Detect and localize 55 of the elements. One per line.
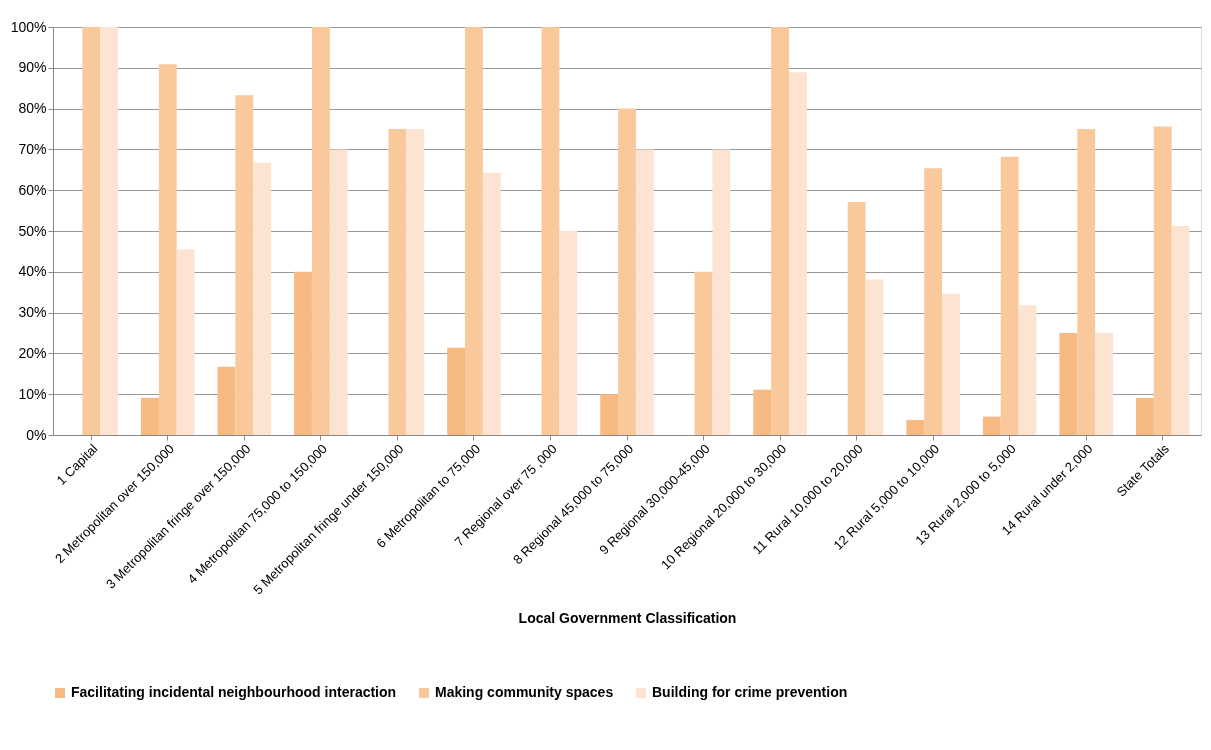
bar	[906, 419, 925, 435]
bar	[924, 168, 943, 435]
legend-label: Building for crime prevention	[652, 684, 848, 700]
y-tick-label: 50%	[18, 222, 47, 239]
bar	[465, 27, 483, 435]
bar	[1077, 129, 1096, 435]
y-tick-label: 90%	[18, 59, 47, 76]
bar	[694, 271, 713, 435]
bar	[771, 27, 789, 435]
y-tick-label: 10%	[18, 385, 47, 402]
y-tick-label: 80%	[18, 100, 47, 117]
bar	[982, 416, 1001, 435]
bar	[294, 271, 312, 435]
bar	[942, 293, 960, 435]
bar	[253, 162, 272, 435]
bar	[618, 108, 636, 435]
bar	[789, 72, 807, 435]
bar	[865, 279, 884, 435]
bar	[600, 394, 619, 435]
bar	[1095, 333, 1113, 435]
bar	[311, 27, 330, 435]
bar	[541, 27, 560, 435]
bar	[141, 397, 159, 435]
bar	[1153, 126, 1172, 435]
bar	[82, 27, 101, 435]
legend-label: Making community spaces	[435, 684, 614, 700]
legend-label: Facilitating incidental neighbourhood interaction	[71, 684, 397, 700]
bar	[712, 149, 731, 435]
x-axis-title: Local Government Classification	[518, 610, 737, 627]
bar	[388, 129, 407, 435]
bar	[1059, 333, 1078, 435]
bar	[753, 389, 772, 435]
y-tick-label: 100%	[10, 18, 47, 35]
bar	[635, 149, 654, 435]
y-tick-label: 30%	[18, 304, 47, 321]
bar	[217, 366, 236, 435]
bar	[447, 347, 465, 435]
bar	[847, 202, 866, 435]
y-tick-label: 0%	[26, 426, 47, 443]
y-tick-label: 40%	[18, 263, 47, 280]
y-tick-label: 70%	[18, 140, 47, 157]
bar	[100, 27, 119, 435]
bar	[559, 231, 578, 435]
bar	[176, 249, 195, 435]
y-tick-label: 60%	[18, 181, 47, 198]
y-tick-label: 20%	[18, 344, 47, 361]
bar	[1171, 226, 1190, 435]
bar	[1000, 156, 1019, 435]
bar	[158, 64, 177, 435]
bar	[1135, 397, 1154, 435]
bar	[235, 95, 254, 435]
bar	[482, 172, 501, 435]
bar	[406, 129, 425, 435]
bar	[1018, 305, 1037, 435]
bar	[329, 149, 348, 435]
